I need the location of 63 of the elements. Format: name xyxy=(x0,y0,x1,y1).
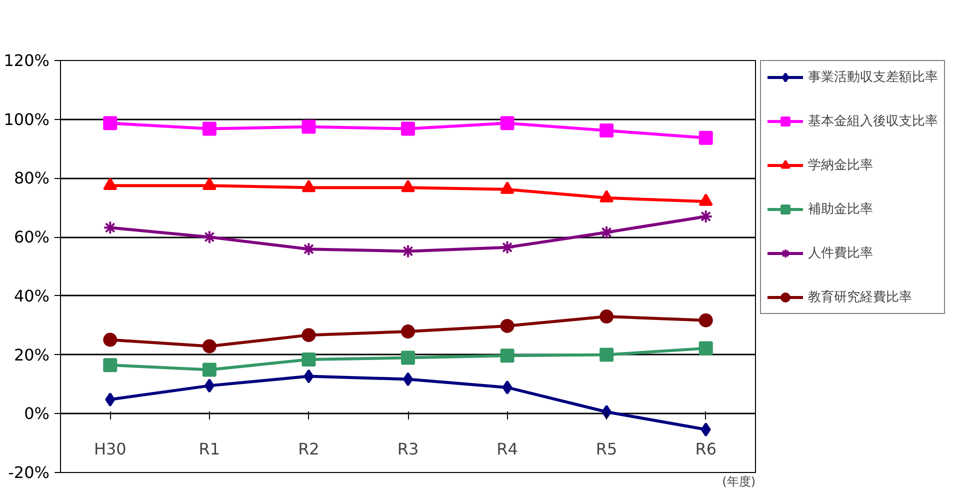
y-tick-label: 60% xyxy=(14,228,50,247)
point xyxy=(302,180,316,192)
point xyxy=(500,318,514,333)
point xyxy=(600,190,614,202)
point xyxy=(202,178,216,190)
y-tick-label: 20% xyxy=(14,345,50,364)
point xyxy=(401,244,415,258)
legend-label: 基本金組入後収支比率 xyxy=(808,113,938,130)
y-tick-label: 100% xyxy=(4,110,50,129)
legend-label: 事業活動収支差額比率 xyxy=(808,69,938,86)
point xyxy=(700,422,711,437)
x-tick-label: R2 xyxy=(298,440,320,459)
point xyxy=(500,240,514,254)
point xyxy=(304,369,314,384)
point xyxy=(600,310,614,324)
y-tick-label: 80% xyxy=(14,168,50,188)
point xyxy=(202,122,216,136)
point xyxy=(401,350,415,365)
text: (年度) xyxy=(722,474,756,488)
point xyxy=(698,341,713,356)
point xyxy=(103,178,118,190)
x-tick-label: R3 xyxy=(397,440,419,459)
legend-label: 人件費比率 xyxy=(808,245,873,262)
point xyxy=(202,230,216,244)
point xyxy=(401,180,415,192)
point xyxy=(500,116,514,130)
x-tick-label: R5 xyxy=(596,440,618,459)
x-tick-label: R4 xyxy=(496,440,518,459)
point xyxy=(698,130,713,145)
point xyxy=(302,120,316,134)
point xyxy=(302,352,316,366)
point xyxy=(401,122,415,136)
point xyxy=(202,339,216,354)
point xyxy=(502,380,512,394)
point xyxy=(103,220,118,235)
point xyxy=(204,378,214,393)
point xyxy=(103,358,118,372)
y-tick-label: 120% xyxy=(4,51,50,70)
point xyxy=(202,362,216,377)
legend-label: 学納金比率 xyxy=(808,157,873,174)
point xyxy=(698,194,713,206)
x-tick-label: R1 xyxy=(198,440,220,459)
y-tick-label: 40% xyxy=(14,286,50,306)
y-tick-label: -20% xyxy=(8,463,50,482)
point xyxy=(302,242,316,256)
y-tick-label: 0% xyxy=(24,404,50,424)
point xyxy=(103,116,118,130)
legend-label: 教育研究経費比率 xyxy=(808,288,912,306)
point xyxy=(500,348,514,363)
point xyxy=(600,348,614,362)
x-tick-label: R6 xyxy=(695,440,717,459)
point xyxy=(600,124,614,138)
point xyxy=(500,181,514,194)
point xyxy=(602,404,612,419)
legend-label: 補助金比率 xyxy=(808,201,873,218)
point xyxy=(698,209,713,224)
x-tick-label: H30 xyxy=(94,440,126,459)
point xyxy=(103,332,118,347)
point xyxy=(105,392,116,407)
point xyxy=(698,313,713,328)
point xyxy=(302,328,316,342)
point xyxy=(401,324,415,339)
point xyxy=(600,225,614,240)
